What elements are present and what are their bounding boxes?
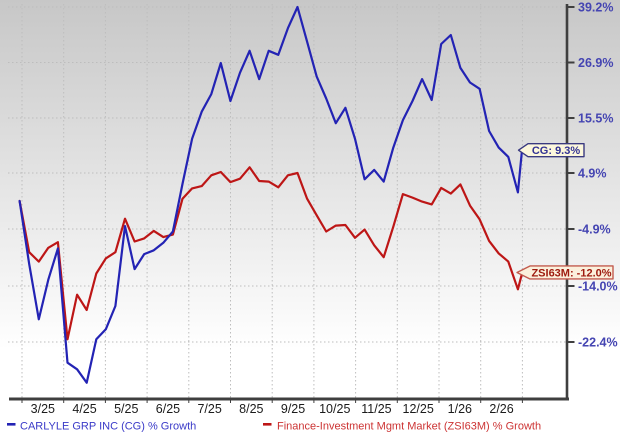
cg-callout — [517, 142, 585, 158]
axes — [9, 4, 575, 403]
x-tick-label: 12/25 — [403, 402, 434, 416]
zsi63m-callout — [516, 265, 614, 280]
axis-labels: 39.2% 26.9% 15.5% 4.9% -4.9% -14.0% -22.4% 3/25… — [31, 1, 618, 417]
y-tick-label: 15.5% — [578, 112, 613, 126]
value-callouts: CG: 9.3% ZSI63M: -12.0% — [516, 142, 614, 280]
x-tick-label: 7/25 — [197, 402, 221, 416]
gridlines — [8, 4, 567, 399]
legend: CARLYLE GRP INC (CG) % Growth Finance-Inv… — [7, 421, 541, 433]
cg-legend-label: CARLYLE GRP INC (CG) % Growth — [20, 421, 196, 433]
x-tick-label: 8/25 — [239, 402, 263, 416]
y-tick-label: 4.9% — [578, 167, 607, 181]
zsi63m-growth-line — [18, 166, 524, 341]
zsi63m-callout-label: ZSI63M: -12.0% — [531, 267, 611, 279]
cg-callout-label: CG: 9.3% — [532, 145, 581, 157]
x-tick-label: 1/26 — [448, 402, 472, 416]
x-tick-label: 5/25 — [114, 402, 138, 416]
x-tick-label: 11/25 — [361, 402, 391, 416]
x-tick-label: 4/25 — [72, 402, 96, 416]
y-tick-label: 39.2% — [578, 1, 613, 15]
x-tick-label: 10/25 — [319, 402, 350, 416]
x-tick-label: 9/25 — [281, 402, 305, 416]
y-tick-label: 26.9% — [578, 56, 613, 70]
y-tick-label: -4.9% — [578, 223, 611, 237]
y-tick-label: -22.4% — [578, 336, 618, 350]
zsi63m-legend-dash — [263, 423, 272, 426]
series-lines — [18, 5, 524, 384]
zsi63m-legend-label: Finance-Investment Mgmt Market (ZSI63M) … — [277, 421, 541, 433]
x-tick-label: 6/25 — [156, 402, 180, 416]
y-tick-label: -14.0% — [578, 280, 618, 294]
x-tick-label: 3/25 — [31, 402, 55, 416]
x-tick-label: 2/26 — [489, 402, 513, 416]
cg-legend-dash — [7, 423, 16, 426]
cg-growth-line — [18, 5, 524, 384]
